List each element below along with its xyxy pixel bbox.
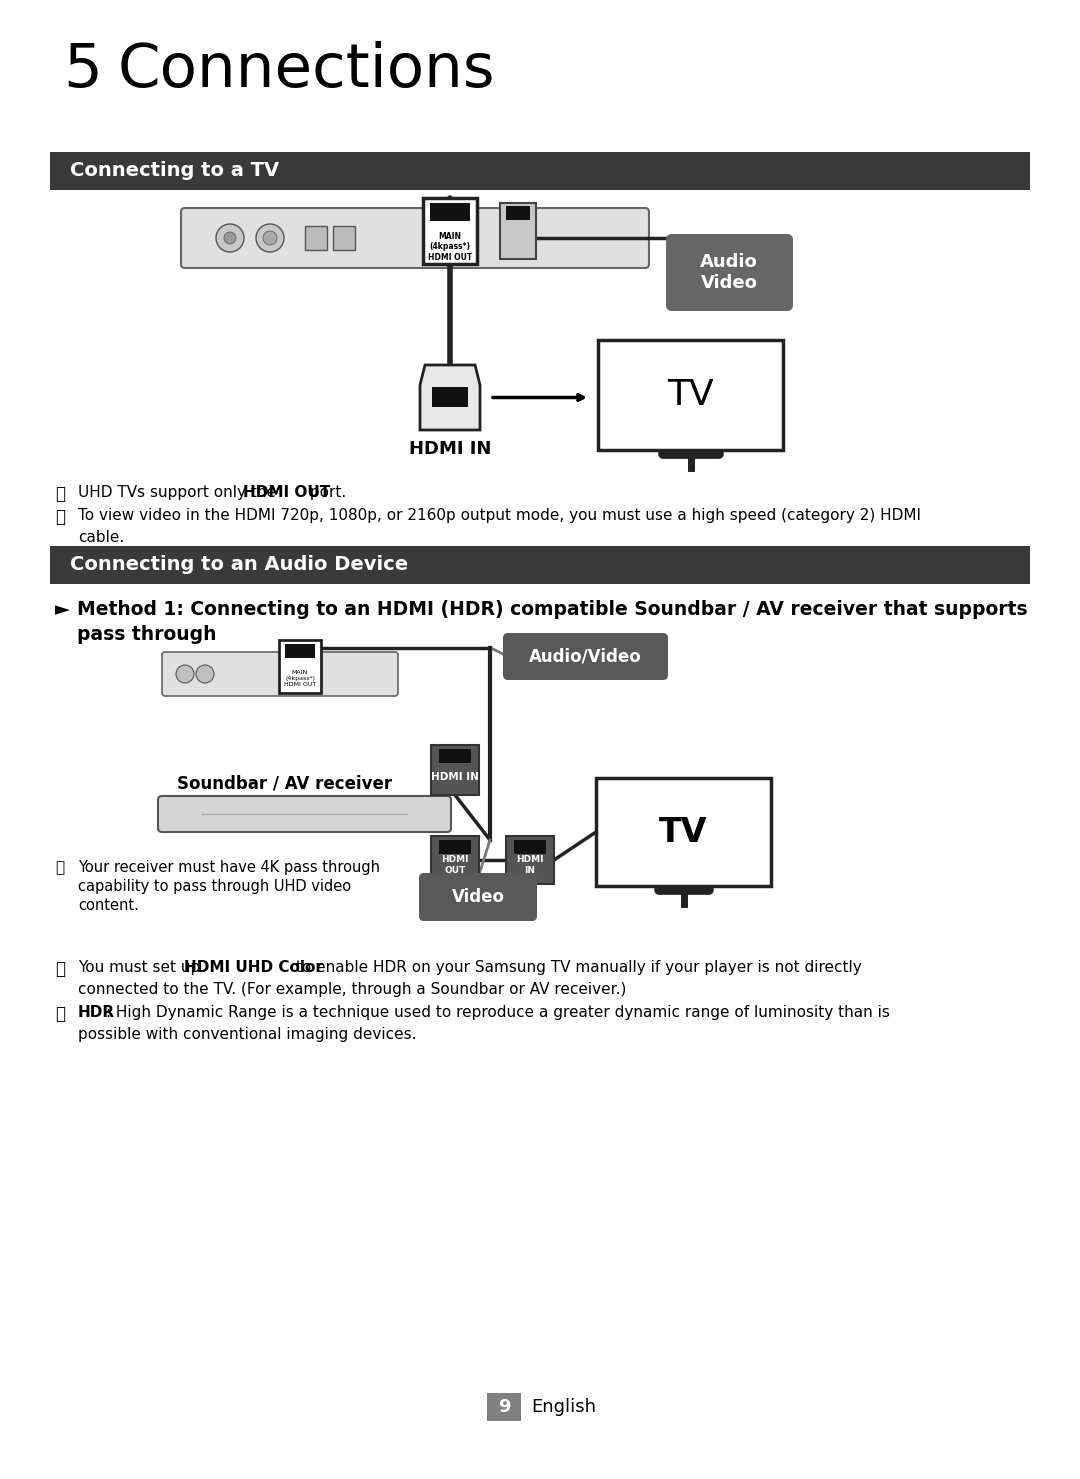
Text: HDR: HDR (78, 1006, 116, 1021)
FancyBboxPatch shape (162, 652, 399, 697)
Text: content.: content. (78, 898, 139, 913)
Circle shape (176, 666, 194, 683)
Text: 5: 5 (63, 41, 102, 101)
Bar (431, 836, 480, 884)
Bar (430, 203, 470, 220)
Text: To view video in the HDMI 720p, 1080p, or 2160p output mode, you must use a high: To view video in the HDMI 720p, 1080p, o… (78, 507, 921, 524)
Text: HDMI OUT: HDMI OUT (243, 485, 330, 500)
FancyBboxPatch shape (419, 873, 537, 921)
Circle shape (264, 231, 276, 246)
Bar (500, 203, 536, 259)
Text: Audio
Video: Audio Video (700, 253, 758, 291)
Text: HDMI IN: HDMI IN (409, 439, 491, 458)
Bar (432, 387, 468, 407)
Text: Ⓢ: Ⓢ (55, 485, 65, 503)
Bar (438, 748, 471, 763)
Text: connected to the TV. (For example, through a Soundbar or AV receiver.): connected to the TV. (For example, throu… (78, 982, 626, 997)
Text: TV: TV (667, 379, 714, 413)
Text: ►: ► (55, 600, 70, 620)
Text: MAIN
(4kpass*)
HDMI OUT: MAIN (4kpass*) HDMI OUT (284, 670, 316, 686)
Text: Ⓢ: Ⓢ (55, 1006, 65, 1023)
Text: to enable HDR on your Samsung TV manually if your player is not directly: to enable HDR on your Samsung TV manuall… (292, 960, 862, 975)
Bar (507, 836, 554, 884)
Circle shape (195, 666, 214, 683)
Text: Connections: Connections (118, 41, 496, 101)
Text: cable.: cable. (78, 529, 124, 544)
Bar (431, 745, 480, 796)
Circle shape (216, 223, 244, 251)
Bar (279, 640, 321, 694)
Text: MAIN
(4kpass*)
HDMI OUT: MAIN (4kpass*) HDMI OUT (428, 232, 472, 262)
Text: HDMI UHD Color: HDMI UHD Color (184, 960, 323, 975)
Text: Your receiver must have 4K pass through: Your receiver must have 4K pass through (78, 859, 380, 876)
Text: port.: port. (305, 485, 346, 500)
Text: English: English (531, 1398, 596, 1415)
Text: UHD TVs support only the HDMI OUT port.: UHD TVs support only the HDMI OUT port. (78, 485, 401, 500)
Bar (487, 1393, 521, 1421)
Text: capability to pass through UHD video: capability to pass through UHD video (78, 879, 351, 893)
Bar (285, 643, 315, 658)
Text: HDMI IN: HDMI IN (431, 772, 478, 782)
Bar (333, 226, 355, 250)
Text: Ⓢ: Ⓢ (55, 960, 65, 978)
Text: Soundbar / AV receiver: Soundbar / AV receiver (177, 775, 392, 793)
Text: You must set up: You must set up (78, 960, 205, 975)
Bar (50, 152, 1030, 189)
Bar (305, 226, 327, 250)
Text: Video: Video (451, 887, 504, 907)
Bar (438, 840, 471, 853)
Circle shape (224, 232, 237, 244)
Bar (507, 206, 530, 220)
FancyBboxPatch shape (158, 796, 451, 833)
Bar (596, 778, 771, 886)
Bar (423, 198, 477, 263)
Text: HDMI
IN: HDMI IN (516, 855, 543, 874)
Text: Ⓢ: Ⓢ (55, 859, 64, 876)
Text: Audio/Video: Audio/Video (528, 648, 642, 666)
Text: TV: TV (659, 815, 707, 849)
FancyBboxPatch shape (666, 234, 793, 311)
Text: : High Dynamic Range is a technique used to reproduce a greater dynamic range of: : High Dynamic Range is a technique used… (102, 1006, 890, 1021)
Text: Ⓢ: Ⓢ (55, 507, 65, 527)
Bar (598, 340, 783, 450)
FancyBboxPatch shape (181, 209, 649, 268)
Text: Connecting to a TV: Connecting to a TV (70, 161, 279, 180)
Text: HDMI
OUT: HDMI OUT (442, 855, 469, 874)
Text: 9: 9 (498, 1398, 510, 1415)
Circle shape (256, 223, 284, 251)
Text: Connecting to an Audio Device: Connecting to an Audio Device (70, 556, 408, 574)
Text: possible with conventional imaging devices.: possible with conventional imaging devic… (78, 1026, 417, 1043)
FancyBboxPatch shape (503, 633, 669, 680)
Polygon shape (420, 365, 480, 430)
Text: pass through: pass through (77, 626, 216, 643)
Text: Method 1: Connecting to an HDMI (HDR) compatible Soundbar / AV receiver that sup: Method 1: Connecting to an HDMI (HDR) co… (77, 600, 1028, 620)
Text: UHD TVs support only the: UHD TVs support only the (78, 485, 281, 500)
Bar (514, 840, 546, 853)
Bar (50, 546, 1030, 584)
